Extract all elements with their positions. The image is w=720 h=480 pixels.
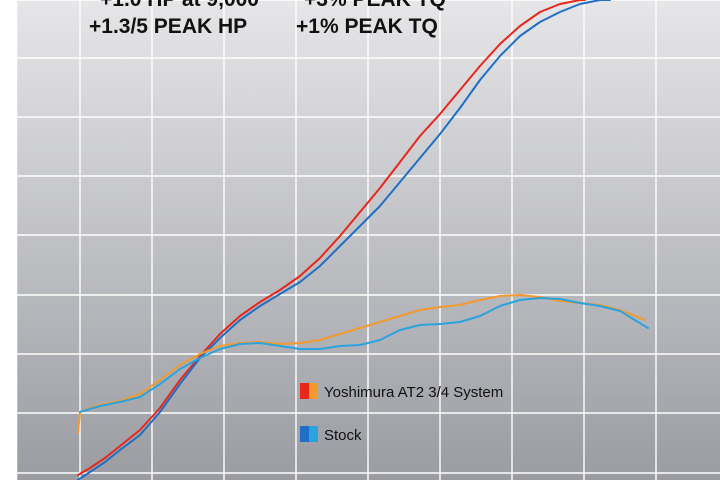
headline-partial-top-left: +1.0 HP at 9,000 (100, 0, 259, 11)
series-line-stock-hp (77, 0, 611, 480)
legend-swatch-yoshimura-tq (309, 383, 318, 399)
legend-swatch-yoshimura-hp (300, 383, 309, 399)
headline-peak-tq: +1% PEAK TQ (296, 15, 438, 38)
legend-swatch-stock-tq (309, 426, 318, 442)
legend-item-yoshimura: Yoshimura AT2 3/4 System (300, 383, 503, 401)
headline-peak-hp: +1.3/5 PEAK HP (89, 15, 247, 38)
series-group (77, 0, 649, 480)
legend-label-yoshimura: Yoshimura AT2 3/4 System (324, 384, 503, 401)
legend-swatch-stock-hp (300, 426, 309, 442)
legend: Yoshimura AT2 3/4 System Stock (300, 383, 503, 444)
series-line-stock-tq (79, 297, 649, 413)
series-line-yoshimura-hp (77, 0, 586, 476)
grid (14, 0, 720, 480)
headline-partial-top-right: +3% PEAK TQ (304, 0, 446, 11)
legend-label-stock: Stock (324, 427, 362, 444)
legend-item-stock: Stock (300, 426, 362, 444)
